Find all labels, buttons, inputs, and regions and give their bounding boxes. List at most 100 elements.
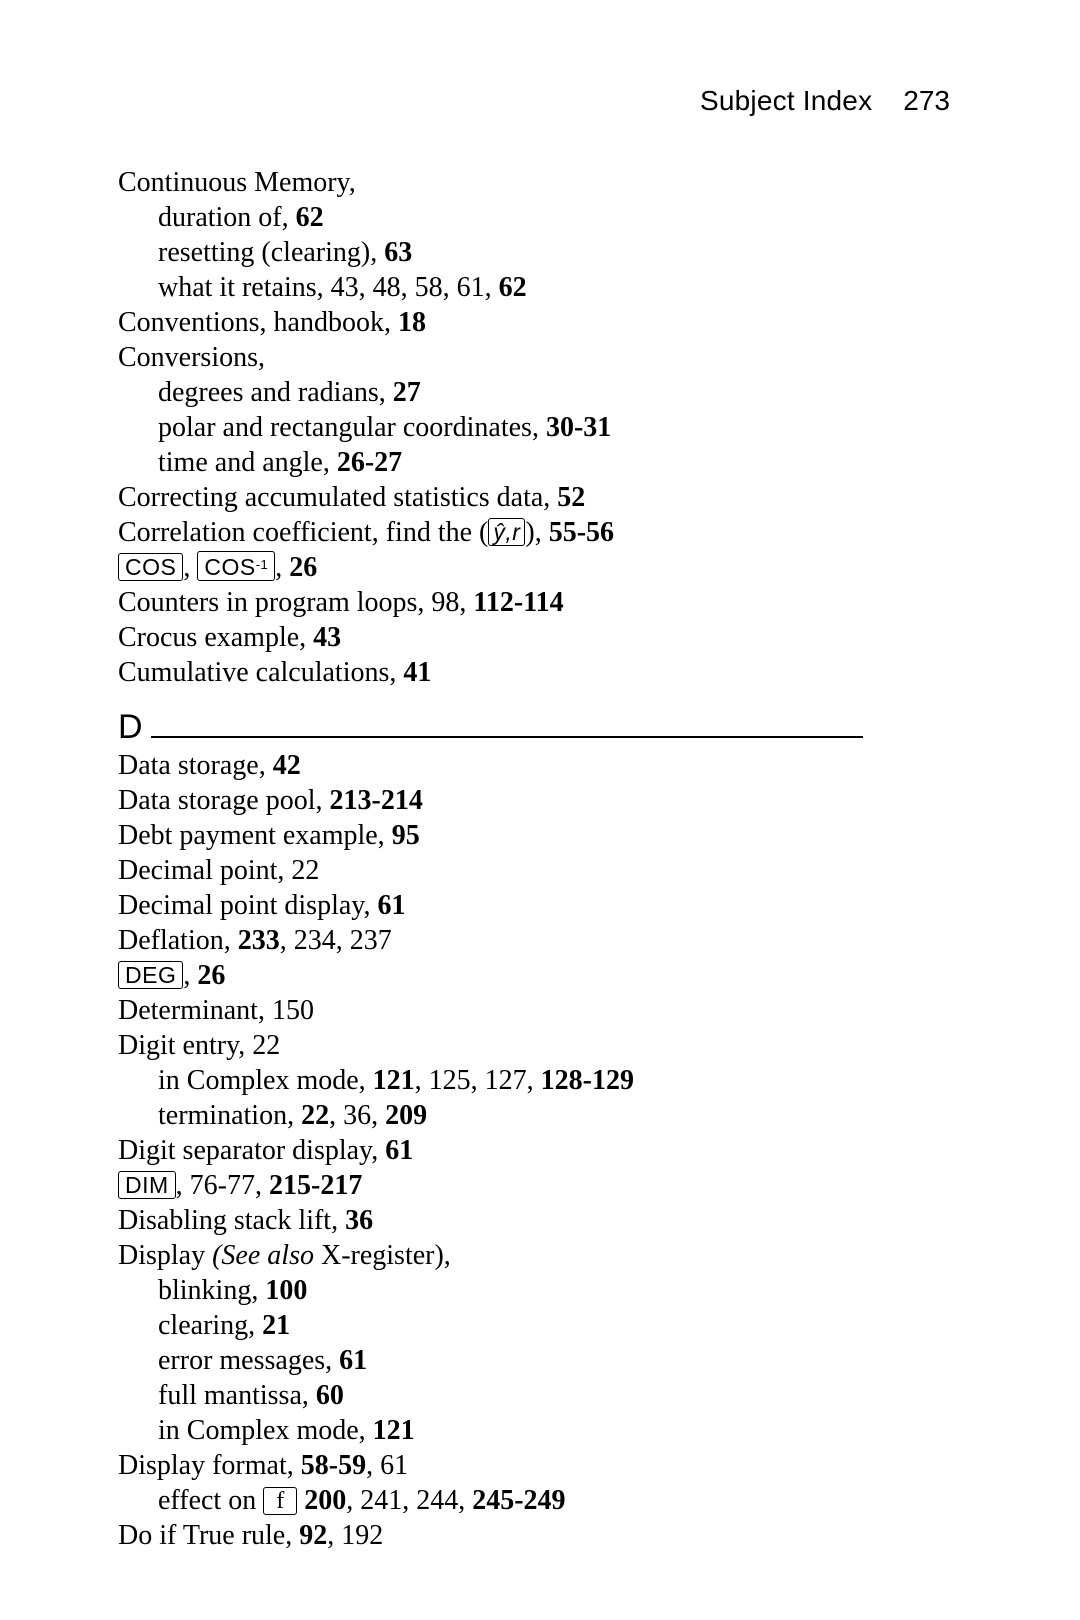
text: , 61 bbox=[366, 1450, 408, 1481]
index-entry: Decimal point, 22 bbox=[118, 853, 938, 888]
text: Counters in program loops, 98, bbox=[118, 587, 473, 618]
text: Display format, bbox=[118, 1450, 301, 1481]
text: , 76-77, bbox=[176, 1170, 269, 1201]
index-entry: DEG, 26 bbox=[118, 958, 938, 993]
page-ref: 22 bbox=[301, 1100, 329, 1131]
page-ref: 112-114 bbox=[473, 587, 563, 618]
text: , bbox=[183, 960, 197, 991]
text: Crocus example, bbox=[118, 622, 313, 653]
index-entry: Debt payment example, 95 bbox=[118, 818, 938, 853]
page-ref: 43 bbox=[313, 622, 341, 653]
see-also: (See also bbox=[212, 1240, 314, 1271]
index-entry: Digit entry, 22 bbox=[118, 1028, 938, 1063]
page-ref: 213-214 bbox=[330, 785, 423, 816]
index-entry: Deflation, 233, 234, 237 bbox=[118, 923, 938, 958]
text: error messages, bbox=[158, 1345, 339, 1376]
text: in Complex mode, bbox=[158, 1065, 373, 1096]
index-entry: Data storage, 42 bbox=[118, 748, 938, 783]
page-ref: 100 bbox=[265, 1275, 307, 1306]
text: Correcting accumulated statistics data, bbox=[118, 482, 557, 513]
text: , 125, 127, bbox=[415, 1065, 541, 1096]
text: time and angle, bbox=[158, 447, 337, 478]
index-subentry: resetting (clearing), 63 bbox=[118, 235, 938, 270]
text: Determinant, 150 bbox=[118, 995, 314, 1026]
page-ref: 60 bbox=[316, 1380, 344, 1411]
text: Continuous Memory, bbox=[118, 167, 356, 198]
text: Conventions, handbook, bbox=[118, 307, 398, 338]
page-ref: 209 bbox=[385, 1100, 427, 1131]
text: duration of, bbox=[158, 202, 296, 233]
page-ref: 215-217 bbox=[269, 1170, 362, 1201]
text: polar and rectangular coordinates, bbox=[158, 412, 546, 443]
page-ref: 61 bbox=[339, 1345, 367, 1376]
index-entry: Decimal point display, 61 bbox=[118, 888, 938, 923]
index-subentry: clearing, 21 bbox=[118, 1308, 938, 1343]
index-entry: Display format, 58-59, 61 bbox=[118, 1448, 938, 1483]
text: Correlation coefficient, find the ( bbox=[118, 517, 488, 548]
page-ref: 121 bbox=[373, 1415, 415, 1446]
index-body: Continuous Memory, duration of, 62 reset… bbox=[118, 165, 938, 1553]
key-f: f bbox=[263, 1487, 297, 1515]
index-entry: Conversions, bbox=[118, 340, 938, 375]
text: Cumulative calculations, bbox=[118, 657, 403, 688]
text: Decimal point display, bbox=[118, 890, 377, 921]
key-cos: COS bbox=[118, 553, 183, 581]
page-ref: 62 bbox=[296, 202, 324, 233]
key-dim: DIM bbox=[118, 1171, 176, 1199]
index-subentry: full mantissa, 60 bbox=[118, 1378, 938, 1413]
page-ref: 18 bbox=[398, 307, 426, 338]
page-ref: 30-31 bbox=[546, 412, 611, 443]
index-subentry: error messages, 61 bbox=[118, 1343, 938, 1378]
page-ref: 52 bbox=[557, 482, 585, 513]
text: Data storage pool, bbox=[118, 785, 330, 816]
text: , bbox=[183, 552, 197, 583]
text: Digit entry, 22 bbox=[118, 1030, 280, 1061]
page-ref: 27 bbox=[393, 377, 421, 408]
index-entry: Counters in program loops, 98, 112-114 bbox=[118, 585, 938, 620]
page-ref: 26-27 bbox=[337, 447, 402, 478]
index-subentry: duration of, 62 bbox=[118, 200, 938, 235]
index-entry: Disabling stack lift, 36 bbox=[118, 1203, 938, 1238]
text: in Complex mode, bbox=[158, 1415, 373, 1446]
index-subentry: effect on f 200, 241, 244, 245-249 bbox=[118, 1483, 938, 1518]
index-entry: DIM, 76-77, 215-217 bbox=[118, 1168, 938, 1203]
key-yhat-r: ŷ,r bbox=[488, 518, 525, 546]
text: Display bbox=[118, 1240, 212, 1271]
text: X-register), bbox=[314, 1240, 451, 1271]
page-ref: 63 bbox=[384, 237, 412, 268]
text: , bbox=[275, 552, 289, 583]
index-entry: Data storage pool, 213-214 bbox=[118, 783, 938, 818]
text: Data storage, bbox=[118, 750, 273, 781]
section-rule bbox=[151, 736, 863, 738]
page-ref: 55-56 bbox=[549, 517, 614, 548]
text: what it retains, 43, 48, 58, 61, bbox=[158, 272, 499, 303]
page-ref: 36 bbox=[345, 1205, 373, 1236]
text: Decimal point, 22 bbox=[118, 855, 319, 886]
index-subentry: degrees and radians, 27 bbox=[118, 375, 938, 410]
index-entry: Continuous Memory, bbox=[118, 165, 938, 200]
text: Disabling stack lift, bbox=[118, 1205, 345, 1236]
index-entry: Determinant, 150 bbox=[118, 993, 938, 1028]
index-subentry: polar and rectangular coordinates, 30-31 bbox=[118, 410, 938, 445]
text: , 241, 244, bbox=[346, 1485, 472, 1516]
index-subentry: in Complex mode, 121 bbox=[118, 1413, 938, 1448]
page-ref: 61 bbox=[377, 890, 405, 921]
page-ref: 95 bbox=[392, 820, 420, 851]
page-ref: 58-59 bbox=[301, 1450, 366, 1481]
key-deg: DEG bbox=[118, 961, 183, 989]
index-subentry: what it retains, 43, 48, 58, 61, 62 bbox=[118, 270, 938, 305]
text: , 192 bbox=[327, 1520, 383, 1551]
text: degrees and radians, bbox=[158, 377, 393, 408]
section-heading: D bbox=[118, 710, 938, 744]
index-entry: Do if True rule, 92, 192 bbox=[118, 1518, 938, 1553]
page-ref: 233 bbox=[238, 925, 280, 956]
text: Do if True rule, bbox=[118, 1520, 299, 1551]
page-ref: 26 bbox=[197, 960, 225, 991]
index-subentry: in Complex mode, 121, 125, 127, 128-129 bbox=[118, 1063, 938, 1098]
page-ref: 245-249 bbox=[472, 1485, 565, 1516]
page-ref: 128-129 bbox=[541, 1065, 634, 1096]
text: ), bbox=[525, 517, 548, 548]
page-ref: 41 bbox=[403, 657, 431, 688]
text: resetting (clearing), bbox=[158, 237, 384, 268]
page-ref: 121 bbox=[373, 1065, 415, 1096]
